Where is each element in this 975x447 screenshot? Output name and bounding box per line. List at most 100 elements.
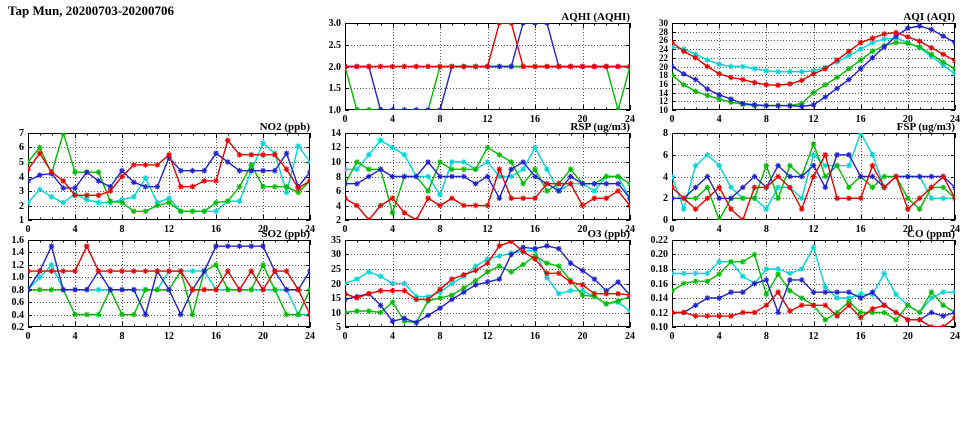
svg-text:0: 0 — [663, 215, 668, 226]
chart-title-so2: SO2 (ppb) — [261, 228, 310, 240]
svg-text:0: 0 — [670, 331, 675, 342]
so2-plot-frame — [28, 240, 310, 327]
o3-series-blue — [345, 243, 630, 326]
svg-text:5: 5 — [19, 157, 24, 168]
svg-text:5: 5 — [336, 322, 341, 333]
no2-gridlines — [28, 133, 310, 220]
svg-text:24: 24 — [950, 224, 960, 235]
svg-text:14: 14 — [659, 88, 669, 98]
svg-text:8: 8 — [764, 331, 769, 342]
svg-text:28: 28 — [659, 27, 669, 37]
svg-text:10: 10 — [331, 157, 341, 168]
co-markers-green — [672, 251, 955, 323]
svg-text:0.20: 0.20 — [651, 249, 669, 260]
svg-text:1: 1 — [19, 215, 24, 226]
aqhi-markers-red — [345, 23, 630, 70]
page-title: Tap Mun, 20200703-20200706 — [8, 3, 175, 18]
svg-text:4: 4 — [717, 114, 722, 125]
o3-series-red — [345, 240, 630, 303]
so2-axes — [28, 240, 311, 328]
svg-text:35: 35 — [331, 235, 341, 246]
svg-text:8: 8 — [438, 331, 443, 342]
svg-text:0: 0 — [343, 331, 348, 342]
svg-text:0.22: 0.22 — [651, 235, 669, 246]
o3-plot: 5 10 15 20 25 30 35 0 4 8 12 16 20 24 — [331, 235, 635, 342]
svg-text:20: 20 — [258, 224, 268, 235]
svg-text:6: 6 — [663, 150, 668, 161]
svg-text:14: 14 — [331, 128, 341, 139]
svg-text:12: 12 — [483, 331, 493, 342]
svg-text:12: 12 — [483, 224, 493, 235]
svg-text:4: 4 — [663, 172, 668, 183]
svg-text:0.10: 0.10 — [651, 322, 669, 333]
chart-title-fsp: FSP (ug/m3) — [896, 121, 955, 133]
svg-text:12: 12 — [809, 224, 819, 235]
svg-text:24: 24 — [305, 224, 315, 235]
chart-title-rsp: RSP (ug/m3) — [570, 121, 630, 133]
svg-text:30: 30 — [659, 18, 669, 28]
svg-text:20: 20 — [578, 114, 588, 125]
svg-text:20: 20 — [903, 114, 913, 125]
svg-text:24: 24 — [625, 114, 635, 125]
rsp-series-red — [345, 166, 630, 220]
svg-text:25: 25 — [331, 264, 341, 275]
co-markers-red — [672, 289, 955, 327]
svg-text:1.0: 1.0 — [12, 272, 25, 283]
svg-text:4: 4 — [73, 224, 78, 235]
chart-o3: O3 (ppb) 5 10 15 20 25 30 35 0 4 8 12 16 20 24 — [315, 228, 640, 343]
svg-text:16: 16 — [530, 114, 540, 125]
svg-text:12: 12 — [809, 114, 819, 125]
svg-text:4: 4 — [19, 172, 24, 183]
svg-text:0: 0 — [670, 224, 675, 235]
svg-text:0.16: 0.16 — [651, 279, 669, 290]
svg-text:10: 10 — [331, 308, 341, 319]
svg-text:8: 8 — [120, 331, 125, 342]
svg-text:8: 8 — [764, 224, 769, 235]
svg-text:2: 2 — [663, 193, 668, 204]
svg-text:16: 16 — [530, 224, 540, 235]
svg-text:10: 10 — [659, 105, 669, 115]
svg-text:12: 12 — [164, 224, 174, 235]
chart-title-o3: O3 (ppb) — [587, 228, 631, 240]
aqhi-series-green — [345, 63, 630, 110]
svg-text:0: 0 — [670, 114, 675, 125]
svg-text:12: 12 — [331, 142, 341, 153]
svg-text:0: 0 — [26, 224, 31, 235]
svg-text:16: 16 — [211, 224, 221, 235]
svg-text:4: 4 — [390, 224, 395, 235]
svg-text:20: 20 — [659, 62, 669, 72]
so2-markers-red — [28, 243, 310, 318]
aqi-series-blue — [672, 23, 955, 110]
no2-series-red — [28, 137, 310, 199]
co-series-red — [672, 289, 955, 327]
no2-series-green — [28, 133, 310, 215]
svg-text:8: 8 — [764, 114, 769, 125]
o3-markers-red — [345, 240, 630, 303]
svg-text:0.4: 0.4 — [12, 310, 25, 321]
svg-text:24: 24 — [950, 114, 960, 125]
svg-text:24: 24 — [950, 331, 960, 342]
svg-text:8: 8 — [663, 128, 668, 139]
svg-text:4: 4 — [390, 331, 395, 342]
svg-text:1.6: 1.6 — [12, 235, 25, 246]
svg-text:6: 6 — [336, 186, 341, 197]
svg-text:16: 16 — [856, 224, 866, 235]
svg-text:18: 18 — [659, 70, 669, 80]
chart-aqhi: AQHI (AQHI) 1.0 1.5 2.0 2.5 3.0 0 4 8 12 16 20 24 — [315, 11, 640, 126]
svg-text:24: 24 — [305, 331, 315, 342]
fsp-markers-red — [672, 151, 955, 220]
svg-text:4: 4 — [390, 114, 395, 125]
aqi-markers-red — [672, 29, 955, 88]
svg-text:0.18: 0.18 — [651, 264, 669, 275]
svg-text:1.5: 1.5 — [329, 83, 342, 94]
co-plot: 0.10 0.12 0.14 0.16 0.18 0.20 0.22 0 4 8 12 16 20 24 — [651, 235, 961, 342]
svg-text:12: 12 — [483, 114, 493, 125]
svg-text:4: 4 — [73, 331, 78, 342]
aqhi-series-red — [345, 23, 630, 70]
